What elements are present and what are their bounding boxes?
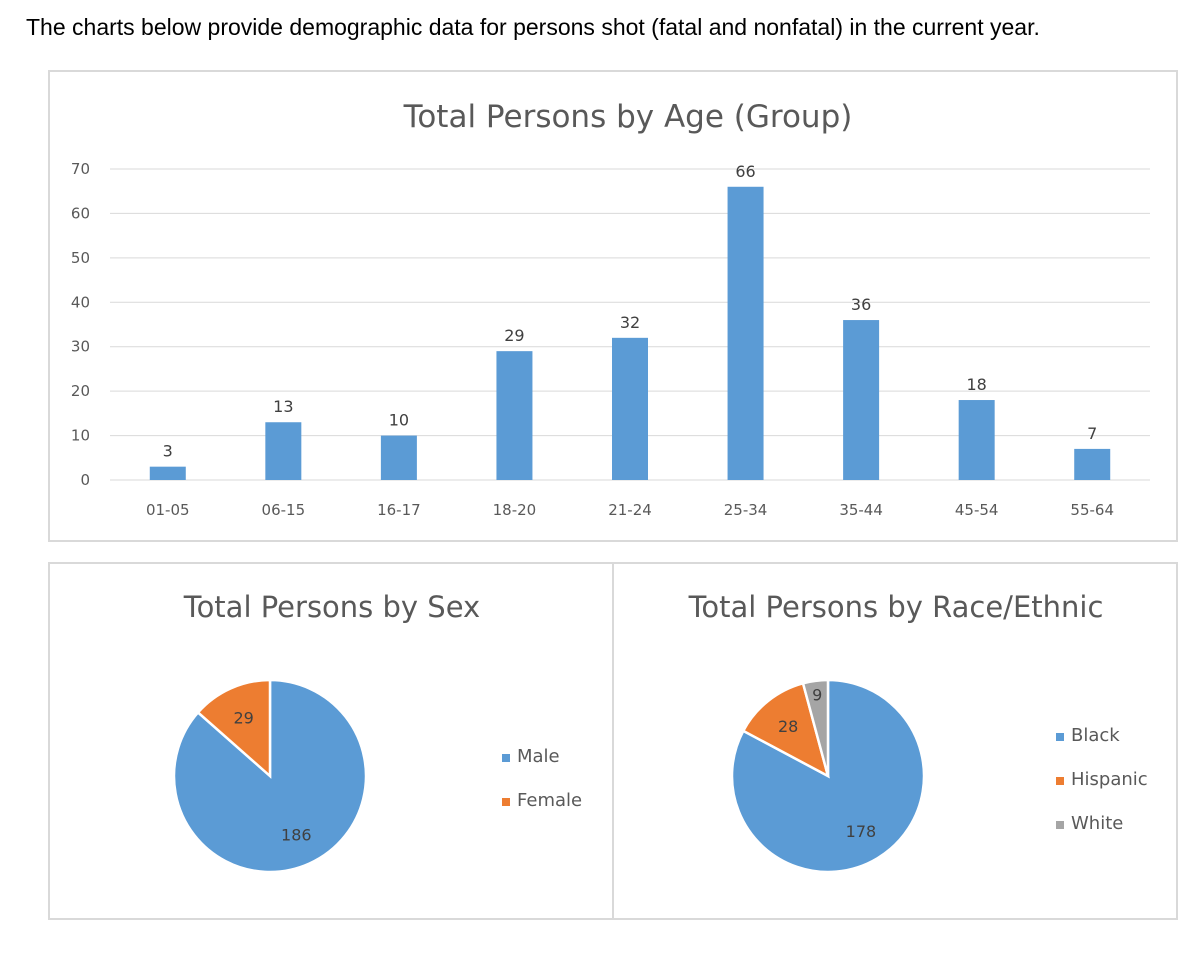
slice-value-label: 178: [846, 822, 877, 841]
chart-title: Total Persons by Age (Group): [403, 99, 853, 135]
legend-label: Black: [1071, 725, 1120, 746]
legend-swatch: [502, 798, 510, 806]
y-tick-label: 40: [71, 293, 90, 311]
slice-value-label: 9: [812, 686, 822, 705]
y-tick-label: 10: [71, 427, 90, 445]
x-tick-label: 18-20: [493, 501, 537, 519]
sex-chart-panel: Total Persons by Sex 186 29 Male Female: [48, 562, 614, 920]
slice-value-label: 28: [778, 717, 798, 736]
bar-value-label: 7: [1087, 424, 1097, 443]
slice-value-label: 29: [234, 709, 254, 728]
age-bar-chart: Total Persons by Age (Group) 0 10 20 30 40 50 6…: [71, 99, 1150, 519]
bar: [496, 351, 533, 480]
bar-value-label: 3: [163, 442, 173, 461]
bar-value-label: 29: [504, 326, 524, 345]
legend-swatch: [1056, 733, 1064, 741]
pie-slice-white: [801, 678, 830, 777]
y-tick-label: 50: [71, 249, 90, 267]
legend-label: Female: [517, 790, 582, 811]
legend-swatch: [1056, 777, 1064, 785]
x-tick-label: 55-64: [1070, 501, 1114, 519]
x-tick-label: 21-24: [608, 501, 652, 519]
chart-title: Total Persons by Race/Ethnic: [688, 590, 1104, 624]
pie-slice-female: [196, 678, 272, 779]
race-pie-chart: Total Persons by Race/Ethnic 178 28 9 Black H…: [688, 590, 1148, 874]
age-chart-panel: Total Persons by Age (Group) 0 10 20 30 40 50 6…: [48, 70, 1178, 542]
slice-value-label: 186: [281, 825, 312, 844]
bar-value-label: 36: [851, 295, 871, 314]
x-tick-label: 16-17: [377, 501, 421, 519]
pie-slice-hispanic: [741, 681, 830, 779]
y-tick-label: 20: [71, 382, 90, 400]
bar-value-label: 18: [966, 375, 986, 394]
legend-label: White: [1071, 813, 1123, 834]
bar: [727, 186, 764, 480]
legend-label: Male: [517, 746, 560, 767]
bar: [149, 466, 186, 480]
legend-swatch: [1056, 821, 1064, 829]
x-tick-label: 45-54: [955, 501, 999, 519]
y-tick-label: 0: [80, 471, 90, 489]
x-tick-label: 25-34: [724, 501, 768, 519]
legend-swatch: [502, 754, 510, 762]
bar: [612, 337, 648, 480]
bar: [380, 435, 417, 480]
bar-value-label: 13: [273, 397, 293, 416]
chart-title: Total Persons by Sex: [183, 590, 480, 624]
sex-pie-chart: Total Persons by Sex 186 29 Male Female: [172, 590, 582, 874]
race-chart-panel: Total Persons by Race/Ethnic 178 28 9 Black H…: [612, 562, 1178, 920]
bar-value-label: 66: [735, 162, 755, 181]
y-tick-label: 30: [71, 338, 90, 356]
x-tick-label: 06-15: [262, 501, 306, 519]
bar-value-label: 10: [389, 411, 409, 430]
pie-slice-black: [730, 678, 926, 874]
x-tick-label: 35-44: [839, 501, 883, 519]
bar-value-label: 32: [620, 313, 640, 332]
bar: [958, 400, 995, 480]
bar: [265, 422, 302, 480]
bar: [843, 320, 880, 480]
x-tick-label: 01-05: [146, 501, 190, 519]
y-tick-label: 70: [71, 160, 90, 178]
intro-text: The charts below provide demographic dat…: [26, 14, 1040, 40]
legend-label: Hispanic: [1071, 769, 1148, 790]
y-tick-label: 60: [71, 204, 90, 222]
bar: [1074, 448, 1111, 480]
